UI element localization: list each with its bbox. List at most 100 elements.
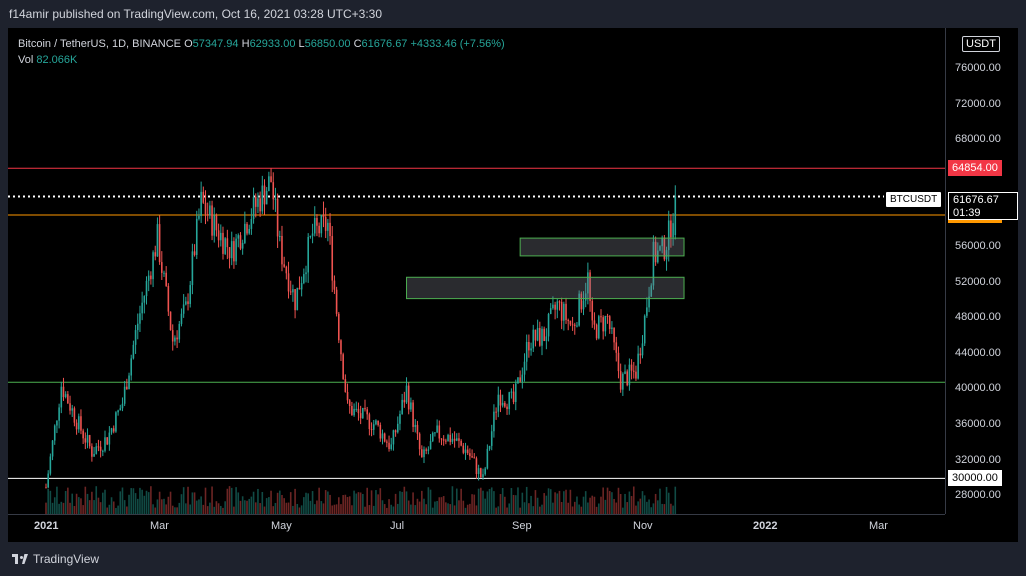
- candle-body: [648, 296, 650, 308]
- candle-body: [198, 215, 200, 219]
- candle-body: [396, 423, 399, 433]
- volume-bar: [429, 489, 432, 514]
- candle-body: [167, 285, 170, 312]
- volume-bar: [215, 501, 218, 514]
- volume-bar: [366, 487, 368, 514]
- volume-bar: [565, 489, 567, 514]
- candle-body: [582, 300, 585, 310]
- volume-bar: [265, 498, 268, 514]
- candle-body: [379, 424, 382, 439]
- time-tick-label: May: [271, 520, 292, 532]
- candle-body: [445, 440, 447, 442]
- volume-bar: [130, 488, 133, 514]
- candle-body: [436, 425, 438, 433]
- candle-body: [372, 424, 375, 430]
- zone-box-1[interactable]: [519, 237, 685, 257]
- volume-bar: [104, 489, 106, 514]
- volume-bar: [80, 498, 82, 514]
- candle-body: [265, 190, 268, 205]
- candle-body: [589, 272, 591, 301]
- candle-body: [357, 408, 360, 414]
- candle-body: [88, 435, 91, 447]
- candle-body: [259, 198, 261, 212]
- candle-body: [447, 434, 449, 442]
- candle-body: [145, 280, 148, 297]
- candle-body: [670, 220, 672, 238]
- candle-body: [536, 327, 539, 341]
- time-tick-label: 2021: [34, 520, 59, 532]
- candle-body: [394, 430, 397, 433]
- candle-body: [300, 283, 303, 290]
- volume-bar: [158, 491, 161, 514]
- candle-body: [322, 214, 325, 218]
- candle-body: [292, 289, 294, 293]
- candle-body: [650, 285, 653, 297]
- candle-body: [211, 205, 213, 236]
- candle-body: [178, 323, 181, 340]
- volume-bar: [519, 507, 521, 514]
- candle-body: [573, 324, 576, 326]
- candle-body: [97, 446, 100, 448]
- candle-body: [47, 473, 49, 488]
- volume-bar: [252, 491, 255, 514]
- volume-bar: [51, 502, 54, 514]
- volume-bar: [659, 488, 661, 514]
- zone-box-2[interactable]: [406, 276, 685, 300]
- candle-body: [130, 358, 133, 376]
- candle-body: [193, 251, 196, 255]
- candle-body: [215, 215, 218, 231]
- close-label: C: [353, 38, 362, 50]
- candle-body: [661, 237, 663, 247]
- chart-frame[interactable]: [8, 28, 1018, 542]
- candle-body: [672, 223, 674, 238]
- volume-bar: [174, 507, 176, 514]
- candle-body: [287, 273, 290, 292]
- candle-body: [77, 416, 80, 430]
- price-tick-label: 40000.00: [955, 382, 1001, 395]
- candle-body: [512, 391, 515, 402]
- candle-body: [285, 266, 288, 274]
- candle-body: [224, 238, 226, 254]
- volume-bar: [598, 503, 600, 514]
- volume-bar: [558, 490, 561, 514]
- last-price-value: 61676.67: [953, 194, 999, 206]
- volume-bar: [126, 506, 128, 514]
- candle-body: [337, 313, 340, 341]
- candle-body: [560, 301, 563, 321]
- volume-bar: [344, 494, 347, 514]
- volume-bar: [410, 504, 412, 514]
- candle-body: [182, 304, 185, 314]
- volume-bar: [438, 497, 441, 514]
- price-tick-label: 52000.00: [955, 275, 1001, 288]
- candle-body: [412, 402, 414, 427]
- candle-body: [254, 196, 257, 207]
- candle-body: [598, 316, 600, 339]
- candle-body: [464, 449, 467, 453]
- tradingview-logo[interactable]: TradingView: [12, 552, 99, 566]
- candle-body: [248, 228, 251, 234]
- volume-bar: [244, 500, 246, 514]
- volume-bar: [60, 501, 63, 514]
- volume-bar: [202, 504, 205, 514]
- candle-body: [348, 400, 351, 407]
- volume-bar: [543, 493, 545, 514]
- volume-bar: [77, 497, 80, 514]
- volume-bar: [357, 492, 360, 514]
- candle-body: [313, 217, 316, 234]
- candle-body: [473, 457, 476, 459]
- symbol-title[interactable]: Bitcoin / TetherUS, 1D, BINANCE: [18, 38, 182, 50]
- candle-body: [331, 236, 334, 281]
- candle-body: [64, 394, 67, 398]
- candle-body: [565, 303, 567, 321]
- candle-body: [60, 386, 63, 408]
- candle-body: [499, 394, 502, 406]
- currency-button[interactable]: USDT: [962, 36, 1000, 52]
- candle-body: [591, 300, 594, 321]
- candle-body: [204, 202, 207, 215]
- volume-bar: [416, 498, 419, 514]
- volume-bar: [73, 506, 76, 514]
- volume-bar: [425, 504, 427, 514]
- price-tick-label: 32000.00: [955, 453, 1001, 466]
- candle-body: [386, 441, 388, 443]
